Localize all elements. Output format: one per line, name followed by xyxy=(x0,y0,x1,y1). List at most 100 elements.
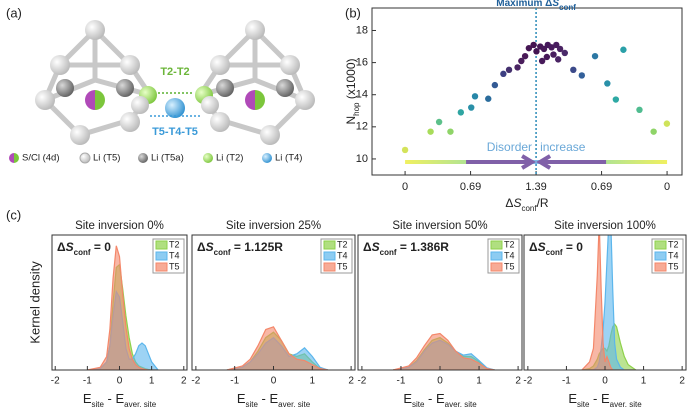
x-tick-label: 1 xyxy=(476,376,482,387)
plot-frame xyxy=(371,7,683,176)
density-area xyxy=(581,235,636,370)
x-tick-label: 0.69 xyxy=(591,181,612,193)
y-axis-label-part: N xyxy=(344,116,358,125)
annotation: ΔSconf = 1.125R xyxy=(197,240,283,256)
x-tick-label: -1 xyxy=(396,376,405,387)
annotation: ΔSconf = 1.386R xyxy=(363,240,449,256)
x-axis-label-part: - E xyxy=(104,391,125,406)
point xyxy=(505,66,513,74)
legend-label: T4 xyxy=(169,250,180,260)
point xyxy=(578,72,586,79)
point xyxy=(538,57,546,65)
annotation-part: Δ xyxy=(57,240,66,254)
point xyxy=(471,93,479,100)
x-tick-label: 2 xyxy=(515,376,521,387)
point xyxy=(540,45,548,53)
point xyxy=(514,64,521,71)
legend-swatch xyxy=(490,251,503,261)
legend-label: T2 xyxy=(169,239,180,249)
point xyxy=(550,51,557,58)
x-tick-label: -1 xyxy=(562,376,571,387)
annotation-part: conf xyxy=(380,248,397,257)
plot-area xyxy=(581,235,637,370)
point xyxy=(604,80,611,87)
y-axis-label: Nhop (x1000) xyxy=(344,58,360,124)
point xyxy=(620,46,627,53)
annotation-part: = 1.125R xyxy=(231,240,284,254)
x-tick-label: -2 xyxy=(523,376,532,387)
point xyxy=(457,109,465,116)
x-axis-label: Esite - Eaver. site xyxy=(237,391,311,408)
point xyxy=(468,104,475,111)
legend-label: Li (T4) xyxy=(275,153,302,164)
path-label: T2-T2 xyxy=(160,66,189,78)
point xyxy=(491,81,499,89)
point xyxy=(435,118,443,126)
point xyxy=(500,70,507,78)
x-axis-label-part: site xyxy=(412,400,425,409)
annotation: ΔSconf = 0 xyxy=(57,240,111,256)
x-tick-label: -2 xyxy=(191,376,200,387)
legend-swatch xyxy=(490,240,503,250)
legend-label: T5 xyxy=(504,261,515,271)
x-axis-label-part: S xyxy=(513,196,521,210)
chart-title-part: conf xyxy=(559,3,576,12)
x-tick-label: 1 xyxy=(641,376,647,387)
legend-label: T5 xyxy=(169,261,180,271)
x-tick-label: -1 xyxy=(83,376,92,387)
x-tick-label: 0 xyxy=(437,376,443,387)
legend-label: T5 xyxy=(668,261,679,271)
point xyxy=(401,146,409,154)
annotation-part: Δ xyxy=(363,240,372,254)
panel-label: (c) xyxy=(6,207,21,222)
legend-label: T2 xyxy=(504,239,515,249)
x-tick-label: 2 xyxy=(181,376,187,387)
x-axis-label: Esite - Eaver. site xyxy=(83,391,157,408)
y-tick-label: 12 xyxy=(356,121,368,133)
annotation: increase xyxy=(540,140,586,154)
x-axis-label-part: site xyxy=(91,400,104,409)
chart-title-part: Maximum Δ xyxy=(496,0,552,9)
x-axis-label-part: - E xyxy=(258,391,279,406)
x-tick-label: -1 xyxy=(230,376,239,387)
point xyxy=(612,96,620,103)
arrow xyxy=(536,154,607,170)
x-axis-label-part: site xyxy=(577,400,590,409)
legend-label: Li (T2) xyxy=(216,153,243,164)
point xyxy=(663,120,671,127)
legend-label: T4 xyxy=(668,250,679,260)
x-axis-label-part: Δ xyxy=(505,196,513,210)
y-axis-label-part: hop xyxy=(352,102,361,116)
legend-label: T5 xyxy=(337,261,348,271)
y-axis-label-part: (x1000) xyxy=(344,58,358,102)
x-axis-label-part: - E xyxy=(424,391,445,406)
legend-label: Li (T5) xyxy=(93,153,120,164)
x-axis-label: ΔSconf/R xyxy=(505,196,548,212)
chart-title: Site inversion 50% xyxy=(392,220,487,232)
point xyxy=(554,56,562,63)
y-axis-label: Kernel density xyxy=(27,261,42,344)
x-axis-label-part: E xyxy=(237,391,246,406)
x-tick-label: -2 xyxy=(51,376,60,387)
y-tick-label: 10 xyxy=(356,153,368,165)
point xyxy=(530,41,537,49)
legend-swatch xyxy=(654,251,667,261)
arrow xyxy=(466,154,536,170)
legend-swatch xyxy=(323,240,336,250)
structure-legend: S/Cl (4d) Li (T5) Li (T5a) Li (T2) Li (T… xyxy=(9,152,302,164)
point xyxy=(447,128,454,135)
chart-title: Maximum ΔSconf xyxy=(496,0,576,12)
density-area xyxy=(226,326,328,370)
legend-label: T4 xyxy=(337,250,348,260)
x-axis-label-part: E xyxy=(83,391,92,406)
legend-swatch xyxy=(155,240,168,250)
point xyxy=(570,66,577,74)
annotation-part: S xyxy=(66,240,74,254)
chart-title: Site inversion 25% xyxy=(226,220,321,232)
plot-area xyxy=(392,332,495,370)
chart-title: Site inversion 0% xyxy=(75,220,164,232)
x-tick-label: -2 xyxy=(357,376,366,387)
x-axis-label-part: aver. site xyxy=(278,400,311,409)
chart-title-part: S xyxy=(552,0,559,9)
